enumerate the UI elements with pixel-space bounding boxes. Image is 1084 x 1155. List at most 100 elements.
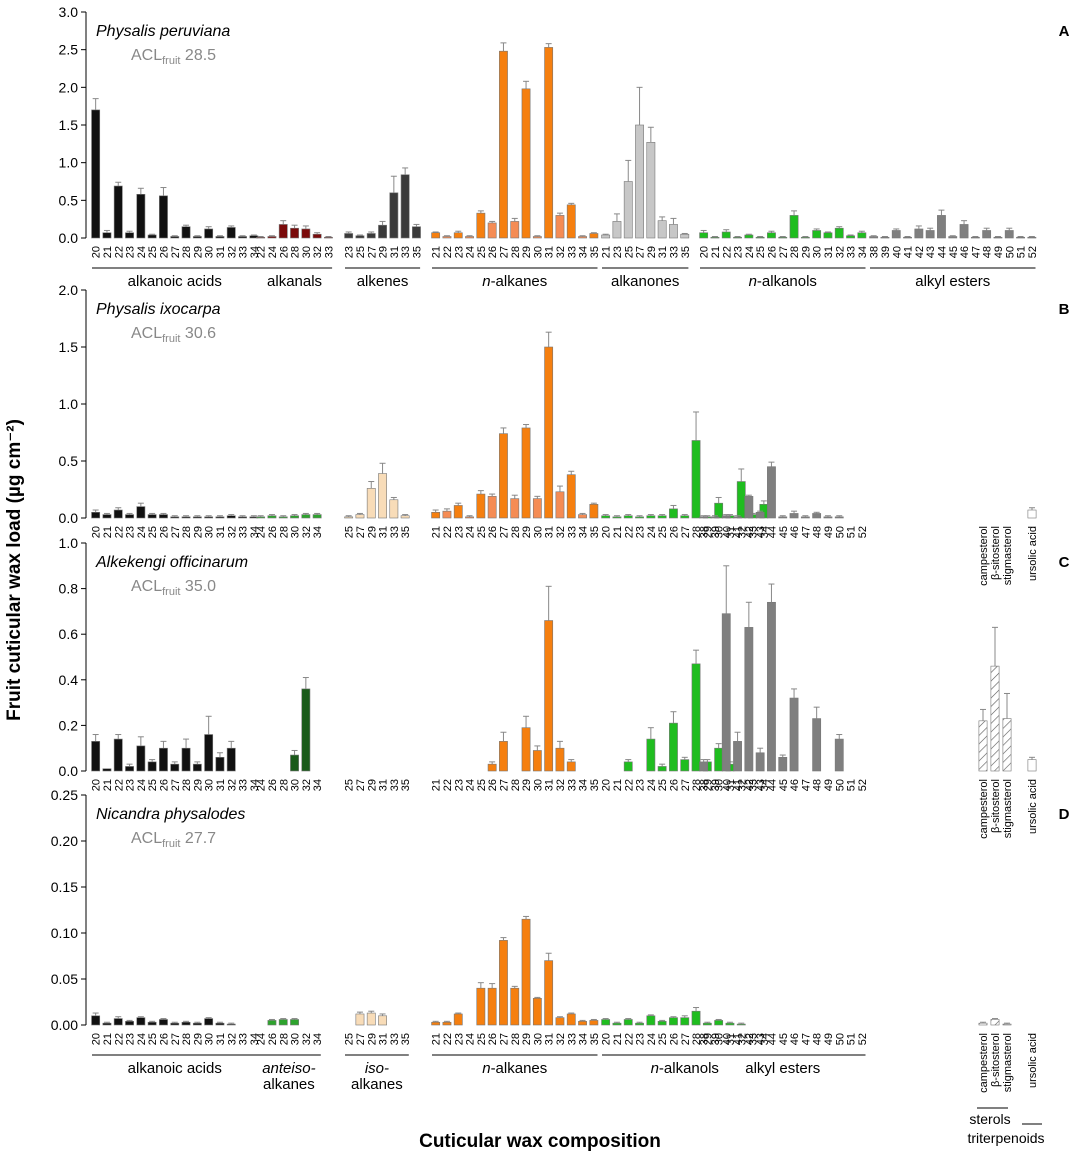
- bar: [476, 493, 486, 519]
- group-label: alkenes: [357, 273, 409, 290]
- x-tick-label: 21: [431, 1033, 443, 1045]
- bar: [238, 516, 247, 519]
- x-tick-label: 23: [453, 779, 465, 791]
- bar: [431, 511, 441, 519]
- bar: [204, 734, 214, 772]
- bar: [669, 722, 678, 772]
- x-tick-label: 42: [744, 1033, 756, 1045]
- x-tick-label: 22: [442, 779, 454, 791]
- x-tick-label: 32: [736, 1033, 748, 1045]
- panel-C: 0.0 0.2 0.4 0.6 0.8 1.0 C Alkekengi officinarum…: [59, 535, 1070, 839]
- x-tick-label: 47: [800, 1033, 812, 1045]
- bar: [510, 987, 520, 1026]
- x-tick-label: 26: [158, 779, 170, 791]
- x-tick-label: 34: [578, 779, 590, 791]
- x-tick-label: 24: [256, 779, 268, 791]
- panels: 0.0 0.5 1.0 1.5 2.0 2.5 3.0 A Physalis peruviana…: [51, 4, 1070, 1146]
- bar: [378, 224, 387, 239]
- bar: [755, 752, 765, 772]
- x-tick-label: 52: [857, 526, 869, 538]
- bar: [880, 236, 890, 239]
- x-tick-label: 32: [555, 1033, 567, 1045]
- bar: [499, 433, 508, 519]
- x-tick-label: 27: [355, 1033, 367, 1045]
- bar: [256, 516, 266, 519]
- x-tick-label: 24: [136, 1033, 148, 1045]
- x-tick-label: 30: [290, 1033, 302, 1045]
- bar: [442, 236, 452, 239]
- x-tick-label: 38: [699, 779, 711, 791]
- x-tick-label: 48: [812, 526, 824, 538]
- x-tick-label: 32: [555, 526, 567, 538]
- x-tick-label: 33: [323, 246, 335, 258]
- x-tick-label: 25: [657, 1033, 669, 1045]
- bar: [778, 236, 788, 239]
- bar: [959, 224, 969, 239]
- bar: [566, 474, 576, 519]
- bar: [1027, 509, 1037, 519]
- bar: [532, 750, 542, 772]
- x-tick-label: 27: [498, 246, 510, 258]
- x-tick-label: 20: [91, 1033, 103, 1045]
- bar: [521, 427, 531, 519]
- x-tick-label: 31: [215, 779, 227, 791]
- bar: [669, 1017, 678, 1026]
- bar: [102, 514, 112, 519]
- x-tick-label: 29: [521, 246, 533, 258]
- bar: [290, 227, 299, 239]
- bar: [147, 234, 157, 239]
- acl-label: ACLfruit 35.0: [131, 578, 216, 598]
- x-tick-label: 29: [800, 246, 812, 258]
- bar: [226, 747, 236, 772]
- x-tick-label: 25: [147, 526, 159, 538]
- bar: [578, 1021, 587, 1026]
- x-tick-label: 29: [366, 526, 378, 538]
- bar: [301, 228, 311, 239]
- y-tick-label: 0.0: [59, 230, 79, 246]
- bar: [733, 741, 742, 772]
- bar: [812, 230, 822, 239]
- x-tick-label: 51: [846, 526, 858, 538]
- bar: [623, 515, 633, 519]
- bar: [566, 204, 576, 239]
- x-tick-label: 22: [256, 246, 268, 258]
- x-tick-label: 30: [290, 779, 302, 791]
- x-tick-label: 20: [91, 526, 103, 538]
- x-tick-label: 21: [601, 246, 613, 258]
- x-tick-label: 49: [823, 1033, 835, 1045]
- x-tick-label: 22: [442, 526, 454, 538]
- x-tick-label: 31: [725, 1033, 737, 1045]
- bar: [102, 768, 112, 772]
- bar: [378, 473, 387, 519]
- bar: [170, 236, 180, 239]
- y-tick-label: 0.4: [59, 672, 79, 688]
- x-tick-label: 30: [532, 779, 544, 791]
- x-tick-label: 44: [766, 779, 778, 791]
- bar: [646, 142, 656, 239]
- bar: [691, 663, 701, 772]
- x-tick-label: 29: [521, 1033, 533, 1045]
- bar: [499, 741, 508, 772]
- x-tick-label: 29: [192, 779, 204, 791]
- bar: [91, 109, 101, 239]
- x-tick-label: 31: [725, 526, 737, 538]
- bar: [578, 236, 587, 239]
- x-tick-label: 24: [646, 779, 658, 791]
- bar: [487, 987, 497, 1026]
- bar: [635, 1022, 644, 1026]
- x-tick-label: 29: [192, 246, 204, 258]
- x-tick-label: 28: [691, 526, 703, 538]
- x-tick-label: 27: [498, 1033, 510, 1045]
- x-tick-label: 35: [589, 246, 601, 258]
- x-tick-label: 35: [411, 246, 423, 258]
- bar: [657, 220, 667, 239]
- x-tick-label: 32: [226, 1033, 238, 1045]
- x-tick-label: 49: [993, 246, 1005, 258]
- x-tick-label: 21: [612, 1033, 624, 1045]
- acl-label: ACLfruit 28.5: [131, 47, 216, 67]
- bar: [869, 236, 879, 239]
- species-title: Physalis peruviana: [96, 23, 230, 40]
- x-tick-label: 20: [601, 1033, 613, 1045]
- x-tick-label: 28: [510, 779, 522, 791]
- x-tick-label: 29: [702, 526, 714, 538]
